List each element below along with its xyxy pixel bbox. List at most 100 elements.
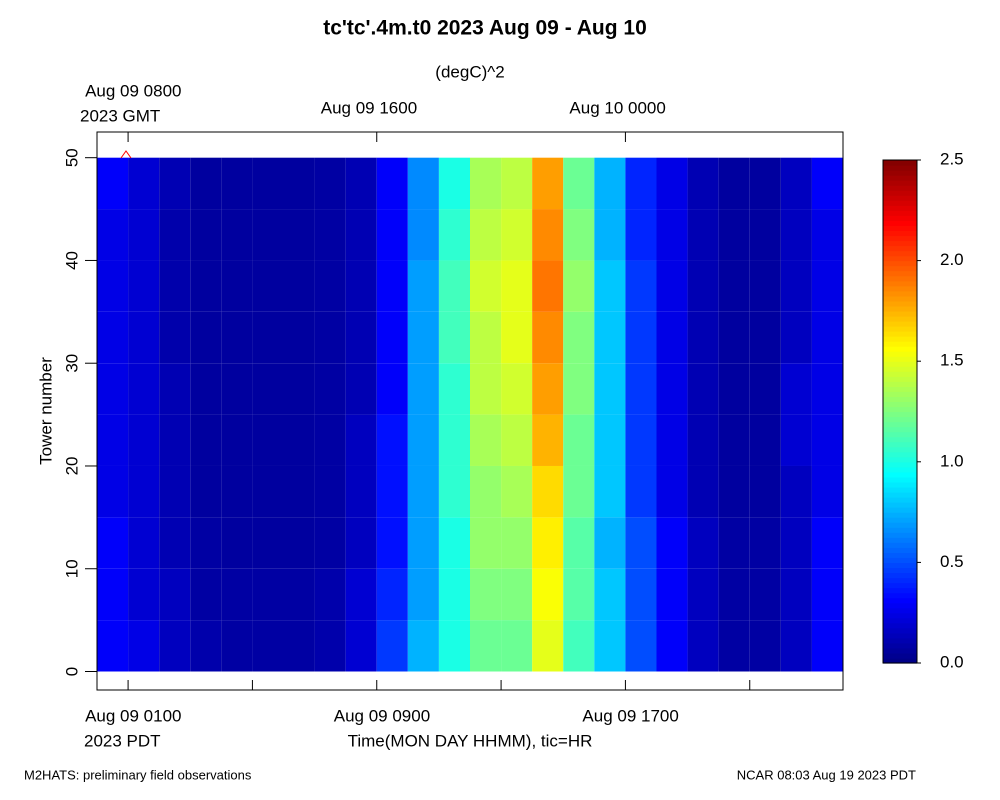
colorbar-step — [883, 537, 917, 543]
colorbar-step — [883, 461, 917, 468]
colorbar-step — [883, 310, 917, 317]
heatmap-cell — [190, 414, 222, 466]
heatmap-cell — [687, 260, 719, 312]
colorbar-step — [883, 421, 917, 428]
heatmap-cell — [314, 363, 346, 415]
heatmap-cell — [656, 568, 688, 621]
heatmap-cell — [656, 157, 688, 210]
heatmap-cell — [345, 517, 377, 569]
colorbar-step — [883, 320, 917, 327]
heatmap-cell — [563, 568, 595, 621]
heatmap-cell — [780, 465, 812, 518]
heatmap-cell — [252, 311, 284, 364]
heatmap-cell — [252, 209, 284, 261]
heatmap-cell — [563, 465, 595, 518]
heatmap-cell — [128, 568, 160, 621]
heatmap-cell — [407, 620, 439, 672]
colorbar-step — [883, 567, 917, 574]
heatmap-cell — [780, 568, 812, 621]
heatmap-cell — [749, 414, 781, 466]
heatmap-cell — [97, 260, 129, 312]
colorbar-step — [883, 391, 917, 398]
heatmap-cell — [532, 414, 564, 466]
marker — [120, 150, 132, 159]
heatmap-cell — [159, 311, 191, 364]
colorbar-step — [883, 542, 917, 548]
colorbar-step — [883, 491, 917, 498]
colorbar-step — [883, 225, 917, 232]
heatmap-cell — [252, 568, 284, 621]
heatmap-cell — [283, 620, 315, 672]
heatmap-cell — [718, 209, 750, 261]
colorbar-step — [883, 351, 917, 357]
colorbar-step — [883, 497, 917, 503]
heatmap-cell — [97, 620, 129, 672]
heatmap-cell — [811, 517, 843, 569]
heatmap-cell — [656, 209, 688, 261]
x-tick-label: Aug 09 0900 — [334, 706, 430, 725]
heatmap-cell — [314, 157, 346, 210]
heatmap-cell — [594, 311, 626, 364]
footer-right: NCAR 08:03 Aug 19 2023 PDT — [737, 767, 916, 782]
heatmap-cell — [345, 311, 377, 364]
heatmap-cell — [252, 414, 284, 466]
heatmap-cell — [190, 311, 222, 364]
heatmap-cell — [221, 517, 253, 569]
colorbar-step — [883, 557, 917, 563]
colorbar-step — [883, 416, 917, 423]
colorbar-step — [883, 577, 917, 584]
colorbar-tick-label: 2.0 — [940, 250, 964, 269]
colorbar-step — [883, 170, 917, 176]
x2-tick-label: Aug 09 1600 — [321, 98, 417, 117]
heatmap-cell — [687, 363, 719, 415]
colorbar-step — [883, 602, 917, 609]
colorbar-step — [883, 175, 917, 181]
colorbar-step — [883, 210, 917, 216]
heatmap-cell — [438, 568, 470, 621]
colorbar-step — [883, 582, 917, 589]
heatmap-cell — [159, 517, 191, 569]
colorbar-step — [883, 517, 917, 523]
heatmap-cell — [625, 363, 657, 415]
heatmap-cell — [656, 363, 688, 415]
colorbar-step — [883, 657, 917, 664]
colorbar-step — [883, 305, 917, 312]
y-tick-label: 10 — [62, 559, 81, 578]
heatmap-cell — [718, 260, 750, 312]
colorbar-step — [883, 562, 917, 569]
heatmap-cell — [780, 209, 812, 261]
heatmap-cell — [438, 414, 470, 466]
heatmap-cell — [501, 311, 533, 364]
heatmap-cell — [128, 465, 160, 518]
heatmap-cell — [221, 209, 253, 261]
heatmap-cell — [687, 568, 719, 621]
heatmap-cell — [687, 465, 719, 518]
colorbar-step — [883, 401, 917, 408]
colorbar-step — [883, 331, 917, 337]
heatmap-cell — [190, 620, 222, 672]
heatmap-cell — [532, 465, 564, 518]
colorbar-step — [883, 512, 917, 518]
heatmap-cell — [811, 209, 843, 261]
colorbar-step — [883, 235, 917, 242]
heatmap-cell — [501, 260, 533, 312]
colorbar-step — [883, 647, 917, 654]
colorbar-step — [883, 532, 917, 538]
heatmap-cell — [376, 260, 408, 312]
heatmap-cell — [501, 209, 533, 261]
heatmap-cell — [656, 465, 688, 518]
colorbar-step — [883, 597, 917, 604]
colorbar-tick-label: 2.5 — [940, 149, 964, 168]
heatmap-cell — [532, 620, 564, 672]
heatmap-cell — [438, 311, 470, 364]
colorbar-step — [883, 587, 917, 594]
heatmap-cell — [532, 311, 564, 364]
colorbar-step — [883, 260, 917, 267]
heatmap-cell — [780, 157, 812, 210]
colorbar-step — [883, 617, 917, 624]
colorbar-step — [883, 275, 917, 282]
heatmap-cell — [283, 414, 315, 466]
x-tick-label: Aug 09 0100 — [85, 706, 181, 725]
footer-left: M2HATS: preliminary field observations — [24, 767, 252, 782]
